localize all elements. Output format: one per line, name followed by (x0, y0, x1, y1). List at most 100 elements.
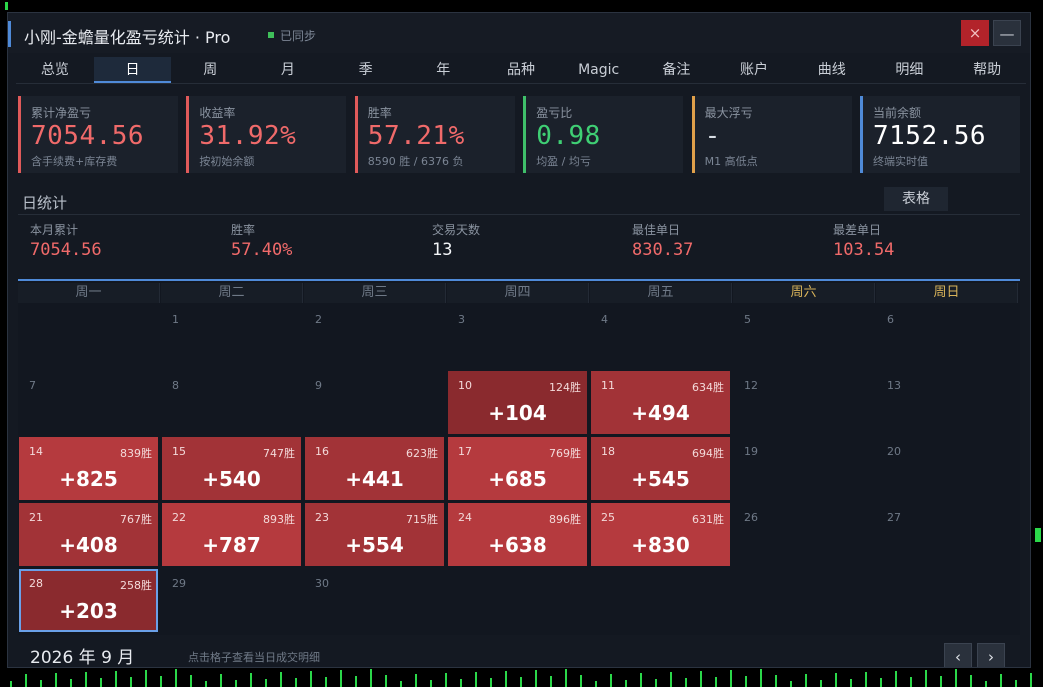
prev-month-button[interactable]: ‹ (944, 643, 972, 667)
summary-card: 当前余额 7152.56 终端实时值 (860, 96, 1020, 173)
calendar-day-cell[interactable]: 14 839胜 +825 (19, 437, 158, 500)
calendar-day-cell[interactable]: 23 715胜 +554 (305, 503, 444, 566)
current-month: 2026 年 9 月 (30, 648, 135, 668)
nav-tab[interactable]: 月 (280, 62, 295, 78)
day-number: 12 (744, 379, 758, 392)
tick-mark (310, 671, 312, 687)
calendar-day-cell[interactable]: 18 694胜 +545 (591, 437, 730, 500)
calendar-day-cell[interactable]: 30 (305, 569, 444, 632)
calendar-day-cell[interactable]: 12 (734, 371, 873, 434)
calendar-day-cell[interactable]: 26 (734, 503, 873, 566)
tick-mark (685, 678, 687, 687)
app-window: 小刚-金蟾量化盈亏统计 · Pro 已同步 × — 总览 日 周 月 季 年 品种 Magic… (7, 12, 1031, 668)
nav-tab[interactable]: 明细 (895, 62, 924, 78)
nav-tab[interactable]: 日 (93, 57, 172, 83)
tick-mark (475, 672, 477, 687)
day-number: 13 (887, 379, 901, 392)
summary-card: 胜率 57.21% 8590 胜 / 6376 负 (354, 96, 515, 173)
win-count: 747胜 (263, 447, 295, 460)
calendar-day-cell[interactable]: 15 747胜 +540 (162, 437, 301, 500)
tick-mark (580, 675, 582, 687)
day-number: 22 (172, 511, 186, 524)
nav-tab[interactable]: Magic (578, 62, 620, 78)
win-count: 893胜 (263, 513, 295, 526)
card-label: 最大浮亏 (704, 106, 753, 120)
calendar-day-cell[interactable]: 19 (734, 437, 873, 500)
tick-mark (565, 669, 567, 687)
day-pnl: +540 (202, 467, 261, 491)
tick-mark (430, 680, 432, 687)
calendar-day-cell[interactable]: 22 893胜 +787 (162, 503, 301, 566)
tick-mark (1015, 680, 1017, 687)
calendar-day-cell[interactable]: 10 124胜 +104 (448, 371, 587, 434)
best-day-value: 830.37 (632, 240, 694, 260)
best-day-stat: 最佳单日 830.37 (632, 221, 693, 260)
calendar-day-cell[interactable]: 11 634胜 +494 (591, 371, 730, 434)
tick-mark (805, 674, 807, 687)
next-month-button[interactable]: › (977, 643, 1005, 667)
calendar-day-cell[interactable]: 27 (877, 503, 1016, 566)
minimize-button[interactable]: — (993, 20, 1021, 46)
calendar-day-cell[interactable]: 17 769胜 +685 (448, 437, 587, 500)
day-pnl: +638 (488, 533, 547, 557)
tick-mark (505, 671, 507, 687)
day-number: 15 (172, 445, 186, 458)
summary-card: 累计净盈亏 7054.56 含手续费+库存费 (18, 96, 178, 173)
close-button[interactable]: × (961, 20, 989, 46)
card-subtext: 按初始余额 (199, 155, 255, 168)
view-table-button[interactable]: 表格 (884, 187, 948, 211)
card-subtext: 终端实时值 (873, 155, 928, 168)
calendar-day-cell[interactable]: 25 631胜 +830 (591, 503, 730, 566)
month-total-stat: 本月累计 7054.56 (30, 221, 102, 260)
nav-tab[interactable]: 年 (436, 62, 451, 78)
calendar-day-cell[interactable]: 21 767胜 +408 (19, 503, 158, 566)
calendar-day-cell[interactable]: 9 (305, 371, 444, 434)
calendar-day-cell[interactable]: 2 (305, 305, 444, 368)
calendar-day-cell[interactable]: 24 896胜 +638 (448, 503, 587, 566)
nav-tab[interactable]: 总览 (40, 62, 69, 78)
nav-tab[interactable]: 备注 (662, 62, 691, 78)
calendar-day-cell[interactable]: 7 (19, 371, 158, 434)
calendar-day-cell[interactable]: 5 (734, 305, 873, 368)
calendar-day-cell[interactable]: 29 (162, 569, 301, 632)
winrate-label: 胜率 (231, 223, 256, 237)
title-bar[interactable]: 小刚-金蟾量化盈亏统计 · Pro 已同步 × — (8, 13, 1030, 53)
tick-mark (355, 676, 357, 687)
summary-card: 盈亏比 0.98 均盈 / 均亏 (523, 96, 684, 173)
trading-days-stat: 交易天数 13 (432, 221, 480, 260)
tick-mark (625, 680, 627, 687)
calendar-day-cell[interactable]: 28 258胜 +203 (19, 569, 158, 632)
calendar-day-cell[interactable]: 8 (162, 371, 301, 434)
nav-tab[interactable]: 品种 (506, 62, 535, 78)
calendar-day-cell[interactable]: 1 (162, 305, 301, 368)
tick-mark (385, 675, 387, 687)
sync-dot-icon (268, 32, 274, 38)
card-subtext: 8590 胜 / 6376 负 (367, 155, 464, 168)
day-number: 29 (172, 577, 186, 590)
day-number: 9 (315, 379, 322, 392)
nav-tab[interactable]: 帮助 (973, 62, 1002, 78)
day-number: 8 (172, 379, 179, 392)
calendar-day-cell[interactable]: 6 (877, 305, 1016, 368)
calendar-day-cell[interactable]: 20 (877, 437, 1016, 500)
nav-tab[interactable]: 季 (358, 62, 373, 78)
calendar-day-cell[interactable]: 3 (448, 305, 587, 368)
calendar-day-cell[interactable]: 4 (591, 305, 730, 368)
tick-mark (130, 677, 132, 687)
tick-mark (10, 681, 12, 687)
day-number: 20 (887, 445, 901, 458)
weekday-label: 周五 (590, 283, 732, 303)
tick-mark (145, 670, 147, 687)
day-number: 4 (601, 313, 608, 326)
worst-day-stat: 最差单日 103.54 (833, 221, 894, 260)
day-pnl: +408 (59, 533, 118, 557)
tick-mark (955, 669, 957, 687)
calendar-day-cell[interactable]: 16 623胜 +441 (305, 437, 444, 500)
tick-mark (745, 676, 747, 687)
day-number: 7 (29, 379, 36, 392)
nav-tab[interactable]: 周 (203, 62, 218, 78)
nav-tab[interactable]: 账户 (740, 62, 769, 78)
nav-tab[interactable]: 曲线 (817, 62, 846, 78)
tick-mark (295, 678, 297, 687)
calendar-day-cell[interactable]: 13 (877, 371, 1016, 434)
